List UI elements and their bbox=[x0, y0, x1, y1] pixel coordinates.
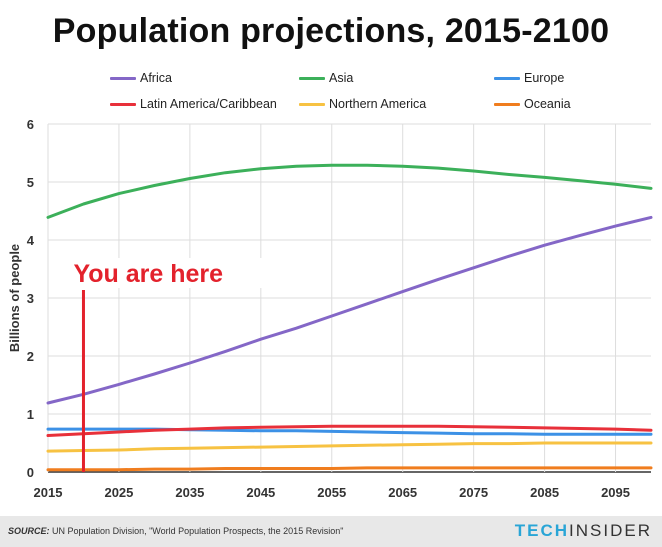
series-line-oceania bbox=[46, 466, 653, 472]
legend-swatch bbox=[110, 102, 136, 106]
y-tick-label: 4 bbox=[27, 233, 35, 248]
y-tick-label: 2 bbox=[27, 349, 34, 364]
series-line-northern-america bbox=[46, 441, 653, 453]
source-note: SOURCE: UN Population Division, "World P… bbox=[8, 526, 343, 536]
legend-swatch bbox=[494, 102, 520, 106]
series-line-latin-america-caribbean bbox=[46, 424, 653, 437]
x-axis-ticks: 2015 2025 2035 2045 2055 2065 2075 2085 2095 bbox=[34, 485, 630, 500]
x-tick-label: 2045 bbox=[246, 485, 275, 500]
annotation-label: You are here bbox=[73, 260, 223, 288]
legend-label: Africa bbox=[140, 71, 172, 85]
legend-item: Europe bbox=[494, 70, 564, 86]
legend-label: Europe bbox=[524, 71, 565, 85]
series-lines bbox=[46, 163, 653, 472]
y-tick-label: 3 bbox=[27, 291, 34, 306]
brand-tech: TECH bbox=[514, 521, 570, 540]
legend-item: Africa bbox=[110, 70, 172, 86]
legend-item: Asia bbox=[299, 70, 353, 86]
annotation-backdrop bbox=[67, 258, 268, 288]
y-tick-label: 0 bbox=[27, 465, 34, 480]
series-line-asia bbox=[46, 163, 653, 219]
chart-title: Population projections, 2015-2100 bbox=[52, 12, 610, 50]
x-tick-label: 2065 bbox=[388, 485, 417, 500]
series-line-africa bbox=[46, 215, 653, 405]
x-tick-label: 2025 bbox=[104, 485, 133, 500]
footer: SOURCE: UN Population Division, "World P… bbox=[0, 516, 662, 547]
line-chart: 0 1 2 3 4 5 6 2015 2025 2035 2045 2055 2065 2075 2085… bbox=[7, 117, 653, 500]
legend-label: Latin America/Caribbean bbox=[140, 97, 277, 111]
legend-item: Northern America bbox=[299, 96, 426, 112]
source-text: UN Population Division, "World Populatio… bbox=[52, 526, 344, 536]
x-tick-label: 2095 bbox=[601, 485, 630, 500]
annotation: You are here bbox=[67, 258, 268, 472]
x-tick-label: 2035 bbox=[175, 485, 204, 500]
legend-item: Latin America/Caribbean bbox=[110, 96, 277, 112]
y-tick-label: 1 bbox=[27, 407, 34, 422]
legend-swatch bbox=[110, 76, 136, 80]
y-tick-label: 6 bbox=[27, 117, 34, 132]
brand-logo: TECHINSIDER bbox=[515, 521, 652, 541]
x-tick-label: 2085 bbox=[530, 485, 559, 500]
legend-swatch bbox=[299, 76, 325, 80]
x-tick-label: 2055 bbox=[317, 485, 346, 500]
legend-swatch bbox=[299, 102, 325, 106]
legend-label: Northern America bbox=[329, 97, 427, 111]
y-axis-label: Billions of people bbox=[7, 244, 22, 352]
legend-item: Oceania bbox=[494, 96, 571, 112]
x-tick-label: 2075 bbox=[459, 485, 488, 500]
source-label: SOURCE: bbox=[8, 526, 50, 536]
brand-insider: INSIDER bbox=[569, 521, 652, 540]
legend-swatch bbox=[494, 76, 520, 80]
legend-label: Oceania bbox=[524, 97, 571, 111]
y-axis-ticks: 0 1 2 3 4 5 6 bbox=[27, 117, 35, 480]
grid-lines bbox=[47, 123, 651, 473]
legend-label: Asia bbox=[329, 71, 354, 85]
y-tick-label: 5 bbox=[27, 175, 34, 190]
x-tick-label: 2015 bbox=[34, 485, 63, 500]
